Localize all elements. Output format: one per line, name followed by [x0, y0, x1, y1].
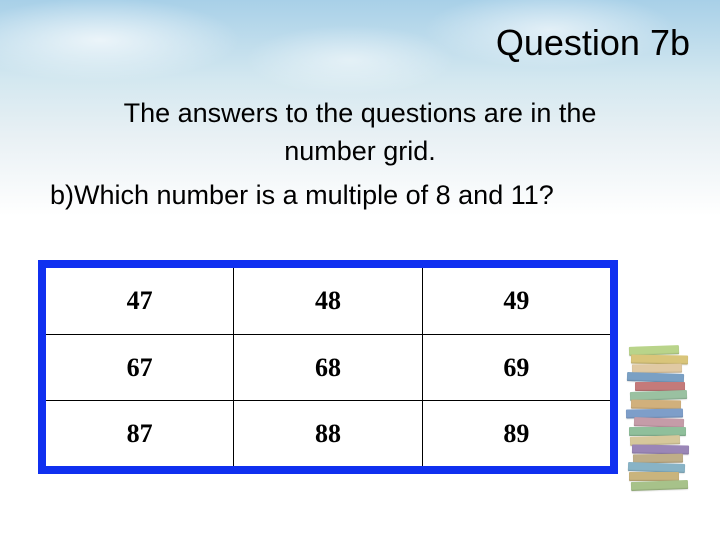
grid-cell: 67	[46, 335, 233, 400]
table-row: 87 88 89	[46, 400, 610, 466]
grid-cell: 87	[46, 401, 233, 466]
grid-cell: 48	[233, 268, 421, 334]
grid-cell: 89	[422, 401, 610, 466]
grid-cell: 88	[233, 401, 421, 466]
grid-cell: 49	[422, 268, 610, 334]
books-stack-icon	[626, 346, 688, 496]
book-icon	[630, 480, 687, 491]
instructions-line1: The answers to the questions are in the	[124, 98, 597, 128]
grid-cell: 69	[422, 335, 610, 400]
instructions-text: The answers to the questions are in the …	[0, 95, 720, 171]
table-row: 47 48 49	[46, 268, 610, 334]
grid-cell: 47	[46, 268, 233, 334]
page-title: Question 7b	[496, 22, 690, 64]
table-row: 67 68 69	[46, 334, 610, 400]
number-grid: 47 48 49 67 68 69 87 88 89	[38, 260, 618, 474]
question-text: b)Which number is a multiple of 8 and 11…	[50, 180, 554, 211]
grid-cell: 68	[233, 335, 421, 400]
instructions-line2: number grid.	[50, 133, 670, 171]
